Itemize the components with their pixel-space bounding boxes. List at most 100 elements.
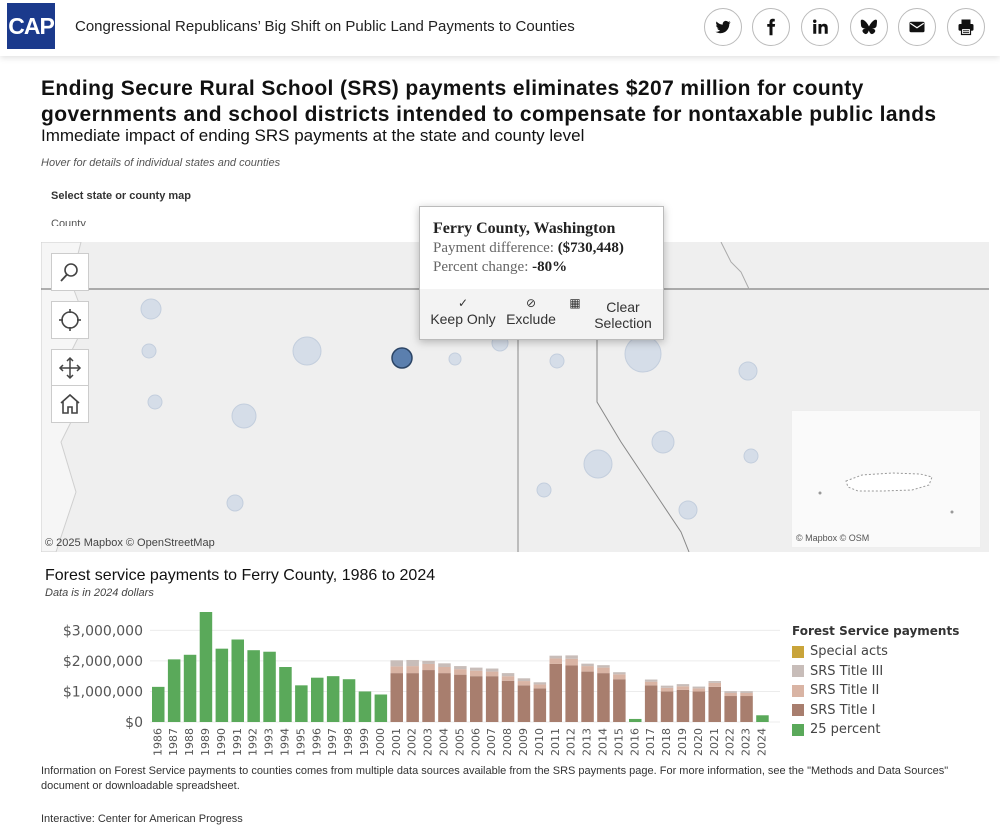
bar-25-percent[interactable] xyxy=(279,667,292,722)
bar-srs-title-iii[interactable] xyxy=(390,660,404,667)
bar-srs-title-ii[interactable] xyxy=(676,686,690,690)
bar-srs-title-i[interactable] xyxy=(708,686,722,722)
payments-bar-chart[interactable]: $0 $1,000,000 $2,000,000 $3,000,000 1986 1987… xyxy=(0,600,790,760)
bar-srs-title-i[interactable] xyxy=(485,676,499,722)
bar-srs-title-iii[interactable] xyxy=(613,672,626,675)
bar-srs-title-ii[interactable] xyxy=(565,658,578,666)
county-bubble[interactable] xyxy=(231,403,257,429)
bar-srs-title-iii[interactable] xyxy=(454,666,467,670)
bar-srs-title-i[interactable] xyxy=(533,688,547,722)
bar-srs-title-i[interactable] xyxy=(597,673,610,722)
bar-srs-title-i[interactable] xyxy=(740,696,753,722)
exclude-button[interactable]: ⊘ Exclude xyxy=(502,289,560,339)
bar-srs-title-ii[interactable] xyxy=(390,666,404,674)
map-pan-button[interactable] xyxy=(51,349,89,387)
bar-srs-title-ii[interactable] xyxy=(644,681,658,686)
bar-srs-title-ii[interactable] xyxy=(517,681,531,686)
bar-srs-title-i[interactable] xyxy=(454,674,467,722)
bar-srs-title-i[interactable] xyxy=(724,696,737,722)
bar-srs-title-iii[interactable] xyxy=(517,678,531,682)
bar-25-percent[interactable] xyxy=(374,694,388,723)
bar-25-percent[interactable] xyxy=(263,651,276,722)
bar-srs-title-i[interactable] xyxy=(390,673,404,722)
bar-srs-title-ii[interactable] xyxy=(549,658,563,664)
map-selector-dropdown[interactable]: County xyxy=(51,218,86,226)
bar-srs-title-i[interactable] xyxy=(565,665,578,722)
legend-item[interactable]: SRS Title II xyxy=(792,681,959,701)
email-share-button[interactable] xyxy=(898,8,936,46)
county-bubble[interactable] xyxy=(226,494,244,512)
bar-srs-title-ii[interactable] xyxy=(470,670,483,677)
bar-25-percent[interactable] xyxy=(247,650,260,722)
bar-srs-title-i[interactable] xyxy=(613,679,626,722)
bar-srs-title-i[interactable] xyxy=(438,673,451,722)
county-bubble[interactable] xyxy=(583,449,613,479)
bar-srs-title-ii[interactable] xyxy=(692,688,706,692)
bar-srs-title-iii[interactable] xyxy=(644,679,658,682)
bar-25-percent[interactable] xyxy=(295,685,308,722)
county-bubble[interactable] xyxy=(743,448,759,464)
county-bubble[interactable] xyxy=(624,335,662,373)
map-reset-button[interactable] xyxy=(51,385,89,423)
bar-25-percent[interactable] xyxy=(358,691,372,722)
map-zoom-area-button[interactable] xyxy=(51,301,89,339)
map-attribution[interactable]: © 2025 Mapbox © OpenStreetMap xyxy=(45,537,215,549)
puerto-rico-inset-map[interactable]: © Mapbox © OSM xyxy=(791,410,981,548)
bar-25-percent[interactable] xyxy=(342,679,356,722)
bar-srs-title-iii[interactable] xyxy=(660,685,674,688)
bar-srs-title-i[interactable] xyxy=(501,680,515,722)
bar-srs-title-iii[interactable] xyxy=(470,667,483,671)
map-search-button[interactable] xyxy=(51,253,89,291)
county-bubble[interactable] xyxy=(536,482,552,498)
bar-srs-title-ii[interactable] xyxy=(501,676,515,681)
bar-25-percent[interactable] xyxy=(152,686,165,722)
bar-25-percent[interactable] xyxy=(756,715,769,722)
bar-srs-title-iii[interactable] xyxy=(549,655,563,659)
bar-srs-title-iii[interactable] xyxy=(597,665,610,668)
bar-srs-title-iii[interactable] xyxy=(581,663,594,667)
bar-srs-title-ii[interactable] xyxy=(533,684,547,689)
clear-selection-button[interactable]: Clear Selection xyxy=(594,299,652,331)
bar-srs-title-ii[interactable] xyxy=(581,666,594,672)
bar-srs-title-iii[interactable] xyxy=(676,684,690,687)
legend-item[interactable]: SRS Title I xyxy=(792,701,959,721)
bar-srs-title-i[interactable] xyxy=(676,689,690,722)
bar-srs-title-ii[interactable] xyxy=(406,666,419,674)
bar-25-percent[interactable] xyxy=(231,639,245,723)
bar-srs-title-iii[interactable] xyxy=(565,655,578,659)
legend-item[interactable]: SRS Title III xyxy=(792,662,959,682)
bar-srs-title-ii[interactable] xyxy=(485,671,499,677)
bar-25-percent[interactable] xyxy=(199,612,213,722)
county-bubble[interactable] xyxy=(738,361,758,381)
keep-only-button[interactable]: ✓ Keep Only xyxy=(428,289,498,339)
twitter-share-button[interactable] xyxy=(704,8,742,46)
bar-srs-title-iii[interactable] xyxy=(692,686,706,689)
bar-srs-title-iii[interactable] xyxy=(406,659,419,667)
bar-srs-title-ii[interactable] xyxy=(660,687,674,692)
bar-srs-title-ii[interactable] xyxy=(438,667,451,674)
county-bubble[interactable] xyxy=(678,500,698,520)
bar-srs-title-i[interactable] xyxy=(644,685,658,722)
bar-srs-title-ii[interactable] xyxy=(597,667,610,674)
bar-srs-title-iii[interactable] xyxy=(740,691,753,693)
bar-25-percent[interactable] xyxy=(167,659,181,722)
cap-logo[interactable]: CAP xyxy=(7,3,55,49)
bar-25-percent[interactable] xyxy=(311,677,324,722)
bar-srs-title-i[interactable] xyxy=(517,685,531,722)
county-bubble[interactable] xyxy=(147,394,163,410)
county-bubble[interactable] xyxy=(549,353,565,369)
bar-srs-title-ii[interactable] xyxy=(613,674,626,680)
county-bubble[interactable] xyxy=(140,298,162,320)
facebook-share-button[interactable] xyxy=(752,8,790,46)
bar-srs-title-ii[interactable] xyxy=(724,692,737,697)
bar-srs-title-i[interactable] xyxy=(470,676,483,722)
bar-srs-title-i[interactable] xyxy=(422,670,435,722)
county-bubble[interactable] xyxy=(141,343,157,359)
bar-25-percent[interactable] xyxy=(629,718,642,722)
bar-srs-title-i[interactable] xyxy=(581,671,594,722)
bluesky-share-button[interactable] xyxy=(850,8,888,46)
bar-srs-title-ii[interactable] xyxy=(708,682,722,687)
legend-item[interactable]: Special acts xyxy=(792,642,959,662)
print-button[interactable] xyxy=(947,8,985,46)
county-bubble[interactable] xyxy=(448,352,462,366)
